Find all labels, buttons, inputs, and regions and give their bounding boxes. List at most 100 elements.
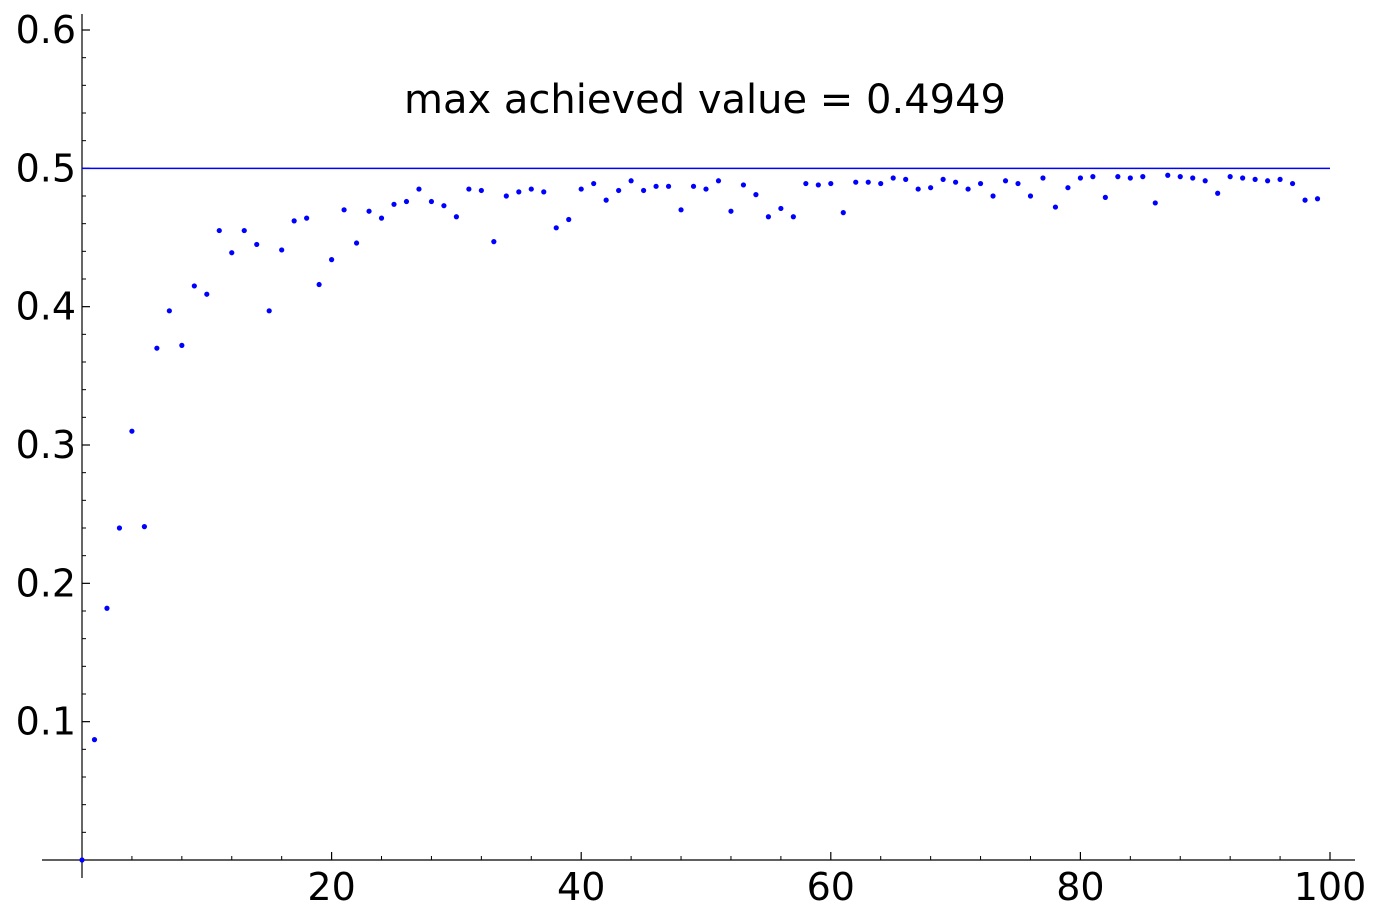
data-point (254, 241, 260, 248)
data-point (603, 197, 609, 203)
data-point (179, 342, 185, 348)
data-point (453, 214, 459, 220)
x-tick-label: 100 (1294, 865, 1367, 909)
data-point (903, 176, 909, 182)
data-point (665, 183, 672, 189)
data-point (753, 192, 759, 198)
data-point (503, 193, 509, 199)
data-point (578, 186, 584, 192)
data-point (553, 225, 559, 231)
data-point (865, 179, 871, 185)
data-point (1240, 175, 1246, 181)
y-tick-label: 0.1 (16, 700, 76, 744)
y-minor-ticks (82, 57, 86, 833)
data-point (840, 210, 846, 216)
data-point (1090, 174, 1096, 180)
data-point (953, 179, 959, 185)
data-point (191, 283, 197, 289)
data-point (1215, 190, 1221, 196)
data-point (428, 198, 435, 205)
data-point (129, 428, 135, 434)
data-point (291, 218, 297, 224)
data-point (316, 281, 322, 288)
data-point (1227, 174, 1233, 180)
data-point (977, 180, 984, 187)
y-tick-label: 0.4 (16, 285, 76, 329)
x-tick-label: 40 (557, 865, 605, 909)
data-point (890, 175, 896, 181)
data-point (878, 180, 884, 187)
data-point (91, 737, 98, 743)
data-point (965, 186, 971, 192)
data-point (216, 227, 222, 234)
data-point (403, 198, 410, 205)
chart-annotation: max achieved value = 0.4949 (404, 77, 1006, 123)
data-point (803, 180, 809, 187)
y-tick-label: 0.2 (16, 561, 76, 605)
data-point (141, 524, 147, 530)
y-tick-label: 0.3 (16, 423, 76, 467)
x-tick-label: 20 (307, 865, 355, 909)
data-point (1027, 193, 1034, 199)
data-point (591, 180, 597, 187)
data-point (728, 208, 734, 214)
data-point (366, 208, 372, 214)
data-point (329, 257, 335, 263)
data-point (478, 187, 484, 194)
y-tick-label: 0.5 (16, 146, 76, 190)
data-point (541, 189, 547, 195)
data-point (491, 239, 497, 245)
data-point (1265, 178, 1271, 184)
data-point (1052, 204, 1059, 210)
y-tick-label: 0.6 (16, 8, 76, 52)
data-point (915, 186, 921, 192)
data-point (416, 186, 422, 192)
data-point (1202, 178, 1208, 184)
data-point (441, 203, 447, 209)
data-point (853, 179, 859, 185)
data-point (715, 178, 722, 184)
data-point (241, 227, 247, 234)
data-point (1177, 174, 1183, 180)
data-point (229, 250, 235, 256)
data-point (304, 215, 310, 221)
data-point (628, 178, 634, 184)
data-point (1065, 185, 1071, 191)
data-points (79, 172, 1321, 863)
data-point (778, 205, 784, 212)
data-point (740, 182, 747, 188)
data-point (154, 345, 160, 351)
data-point (1302, 197, 1308, 203)
data-point (828, 180, 834, 187)
data-point (1252, 176, 1258, 182)
data-point (1277, 176, 1283, 182)
data-point (990, 193, 996, 199)
data-point (79, 857, 85, 863)
data-point (1165, 172, 1171, 178)
data-point (1140, 174, 1146, 180)
data-point (466, 186, 472, 192)
x-ticks: 20 40 60 80 100 (307, 852, 1366, 909)
data-point (1314, 196, 1321, 202)
y-ticks: 0.1 0.2 0.3 0.4 0.5 0.6 (16, 8, 90, 744)
data-point (378, 215, 385, 221)
data-point (528, 186, 534, 192)
data-point (1002, 178, 1009, 184)
data-point (566, 216, 572, 223)
data-point (765, 214, 772, 220)
data-point (391, 201, 397, 207)
data-point (104, 605, 110, 611)
data-point (940, 176, 946, 182)
data-point (1077, 175, 1083, 181)
x-minor-ticks (131, 856, 1281, 860)
data-point (266, 308, 272, 314)
data-point (1015, 180, 1021, 187)
data-point (641, 187, 647, 194)
data-point (815, 182, 821, 188)
data-point (1190, 175, 1196, 181)
data-point (1040, 175, 1046, 181)
x-tick-label: 80 (1056, 865, 1104, 909)
data-point (1289, 180, 1296, 187)
data-point (1152, 200, 1158, 206)
